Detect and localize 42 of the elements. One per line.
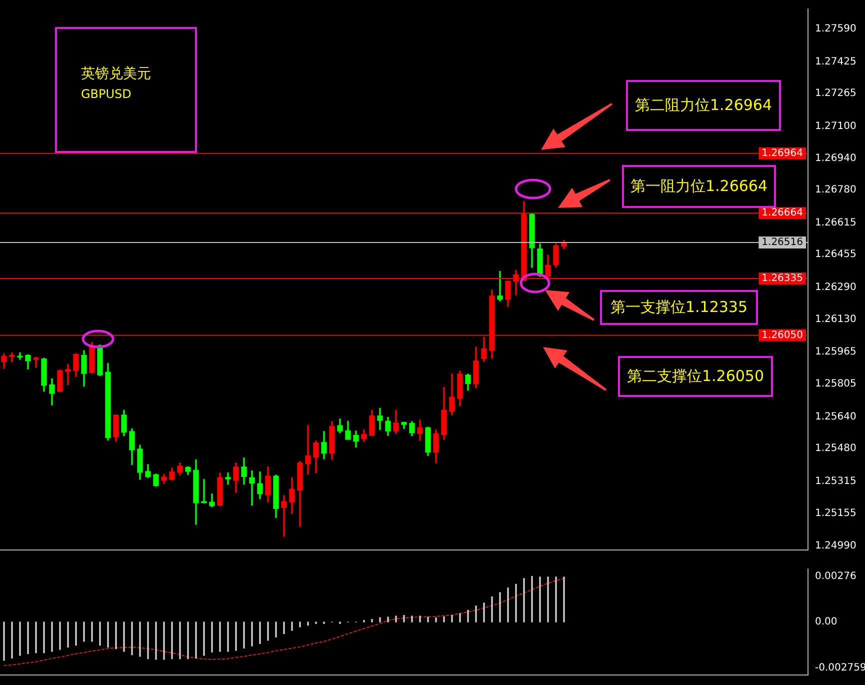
y-tick-label: 1.25315 [815,476,856,487]
annotation: 第一支撑位1.12335 [600,290,758,325]
candlestick [9,352,15,362]
ref-line-label: 1.26050 [762,330,804,341]
line-series [4,578,564,666]
candlestick [17,352,23,360]
ref-line-label: 1.26335 [762,273,804,284]
y-tick-label: 1.27425 [815,56,856,68]
text: 英镑兑美元 [81,65,152,83]
y-tick-label: 1.27265 [815,88,856,100]
y-tick-label: 1.25155 [815,508,856,519]
y-tick-label: 1.25640 [815,411,856,422]
y-tick-label: 1.25965 [815,346,856,358]
text: GBPUSD [81,87,132,101]
candlestick [281,495,287,537]
y-tick-label: 1.27590 [815,23,856,34]
candlestick [497,271,503,302]
y-tick-label: 1.26780 [815,184,856,196]
y-tick-label: 0.00 [815,616,838,628]
ref-line-label: 1.26964 [762,148,804,159]
y-tick-label: 0.00276 [815,570,856,582]
y-tick-label: 1.25805 [815,378,856,390]
candlestick [225,472,231,484]
candlestick [33,356,39,368]
y-tick-label: 1.27100 [815,120,856,132]
y-tick-label: 1.24990 [815,540,856,552]
y-tick-label: 1.26290 [815,282,856,294]
y-tick-label: 1.26615 [815,217,856,228]
candlestick [377,408,383,430]
candlestick [305,425,311,475]
y-tick-label: 1.26940 [815,152,856,164]
y-tick-label: 1.25480 [815,443,856,454]
y-tick-label: 1.26455 [815,249,856,260]
candlestick [65,364,71,386]
y-tick-label: 1.26130 [815,314,856,325]
annotation: 第二阻力位1.26964 [626,80,781,131]
annotation: 第一阻力位1.26664 [622,165,776,208]
ref-line-label: 1.26664 [762,208,804,219]
candlestick [249,470,255,506]
ref-line-label: 1.26516 [762,237,804,248]
candlestick [201,479,207,504]
annotation: 第二支撑位1.26050 [618,356,773,397]
